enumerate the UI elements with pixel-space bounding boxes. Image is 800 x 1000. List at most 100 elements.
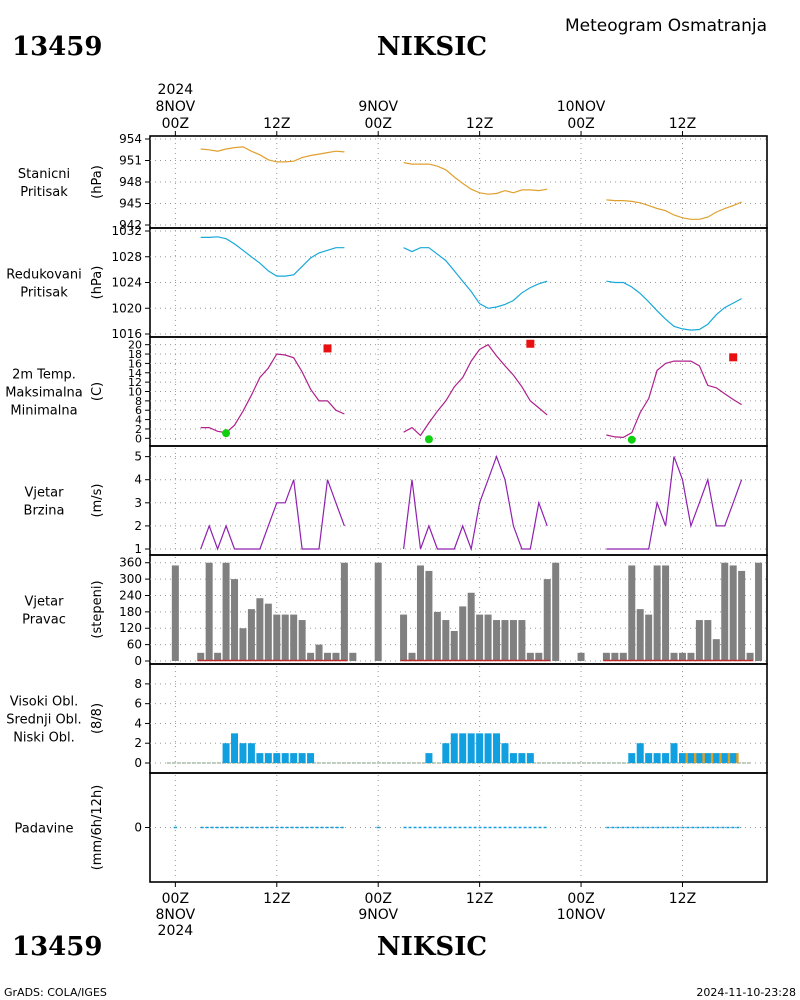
wind-direction-bar — [332, 652, 340, 661]
low-cloud-bar — [719, 753, 722, 763]
panel-station_pressure: 954 951 948 945 942 (hPa) Stanicni Pritisak — [18, 132, 768, 232]
panel-wind_direction: 0 60 120 180 240 300 360 (stepeni) Vjetar Pravac — [22, 554, 768, 668]
temperature-ytick-label: 12 — [128, 376, 142, 389]
temperature-ytick-label: 6 — [135, 404, 142, 417]
wind-direction-bar — [738, 570, 746, 661]
mid-cloud-bar — [484, 733, 492, 763]
low-cloud-bar — [693, 753, 697, 763]
wind_speed-ytick-label: 1 — [134, 542, 142, 556]
cloud_cover-legend-label: Srednji Obl. — [6, 713, 81, 728]
wind-direction-bar — [602, 652, 610, 661]
wind-direction-bar — [526, 652, 534, 661]
wind-direction-bar — [400, 614, 408, 661]
mid-cloud-bar — [256, 753, 264, 763]
wind_direction-ytick-label: 300 — [119, 572, 142, 586]
time-label-top: 12Z — [263, 116, 290, 132]
mid-cloud-bar — [231, 733, 239, 763]
wind-direction-bar — [374, 562, 382, 661]
reduced_pressure-legend-label: Pritisak — [20, 286, 68, 301]
wind-direction-bar — [712, 639, 720, 661]
time-label-bottom: 00Z — [162, 891, 189, 907]
time-label-bottom: 12Z — [466, 891, 493, 907]
station_pressure-frame — [149, 135, 768, 229]
time-label-bottom: 8NOV — [155, 907, 195, 923]
time-label-top: 00Z — [567, 116, 594, 132]
reduced_pressure-series-line — [200, 236, 742, 331]
station-name-top: NIKSIC — [377, 32, 487, 62]
wind-direction-bar — [721, 562, 729, 661]
wind-direction-bar — [729, 565, 737, 661]
temperature-ytick-label: 0 — [135, 432, 142, 445]
mid-cloud-bar — [239, 743, 247, 763]
temperature-ytick-label: 16 — [128, 357, 142, 370]
station_pressure-ytick-label: 954 — [119, 132, 142, 146]
mid-cloud-bar — [459, 733, 467, 763]
mid-cloud-bar — [281, 753, 289, 763]
reduced_pressure-ytick-label: 1032 — [111, 224, 142, 238]
low-cloud-bar — [727, 753, 731, 763]
temperature-ytick-label: 14 — [128, 367, 142, 380]
mid-cloud-bar — [687, 753, 695, 763]
wind-direction-bar — [501, 620, 509, 661]
mid-cloud-bar — [712, 753, 720, 763]
wind-direction-bar — [509, 620, 517, 661]
wind-direction-bar — [307, 652, 315, 661]
temperature-unit-label: (C) — [90, 382, 105, 401]
temperature-legend-label: 2m Temp. — [12, 368, 76, 383]
panel-reduced_pressure: 1032 1028 1024 1020 1016 (hPa) Redukovani Priti… — [6, 224, 768, 341]
wind-direction-bar — [264, 603, 272, 661]
mid-cloud-bar — [307, 753, 315, 763]
wind-direction-bar — [662, 565, 670, 661]
mid-cloud-bar — [670, 743, 678, 763]
wind-direction-bar — [695, 620, 703, 661]
footer-credit: GrADS: COLA/IGES — [4, 986, 107, 999]
cloud_cover-legend-label: Niski Obl. — [13, 731, 75, 746]
wind-direction-bar — [552, 562, 560, 661]
mid-cloud-bar — [653, 753, 661, 763]
wind_direction-ytick-label: 0 — [134, 654, 142, 668]
cloud_cover-ytick-label: 0 — [134, 756, 142, 770]
wind-direction-bar — [459, 606, 467, 661]
wind-direction-bar — [450, 630, 458, 661]
mid-cloud-bar — [518, 753, 526, 763]
wind-direction-bar — [340, 562, 348, 661]
wind-direction-bar — [670, 652, 678, 661]
wind-direction-bar — [577, 652, 585, 661]
wind-direction-bar — [247, 609, 255, 661]
wind_direction-ytick-label: 120 — [119, 621, 142, 635]
low-cloud-bar — [702, 753, 705, 763]
wind-direction-bar — [273, 614, 281, 661]
time-label-top: 2024 — [158, 82, 194, 98]
wind_direction-unit-label: (stepeni) — [90, 580, 105, 638]
wind-direction-bar — [467, 592, 475, 661]
mid-cloud-bar — [662, 753, 670, 763]
wind-direction-bar — [493, 620, 501, 661]
wind-direction-bar — [442, 620, 450, 661]
temperature-ytick-label: 20 — [128, 339, 142, 352]
wind-direction-bar — [408, 652, 416, 661]
wind-direction-bar — [535, 652, 543, 661]
wind-direction-bar — [543, 579, 551, 661]
wind-direction-bar — [645, 614, 653, 661]
temperature-legend-label: Maksimalna — [5, 386, 83, 401]
wind-direction-bar — [678, 652, 686, 661]
wind-direction-bar — [636, 609, 644, 661]
cloud_cover-ytick-label: 8 — [134, 677, 142, 691]
wind-direction-bar — [687, 652, 695, 661]
wind_direction-legend-label: Pravac — [22, 613, 66, 628]
precipitation-unit-label: (mm/6h/12h) — [90, 785, 105, 871]
mid-cloud-bar — [290, 753, 298, 763]
wind-direction-bar — [628, 565, 636, 661]
wind-direction-bar — [653, 565, 661, 661]
station_pressure-ytick-label: 948 — [119, 175, 142, 189]
time-label-bottom: 12Z — [669, 891, 696, 907]
time-label-bottom: 00Z — [365, 891, 392, 907]
mid-cloud-bar — [222, 743, 230, 763]
mid-cloud-bar — [501, 743, 509, 763]
wind_direction-ytick-label: 180 — [119, 605, 142, 619]
mid-cloud-bar — [247, 743, 255, 763]
mid-cloud-bar — [729, 753, 737, 763]
temperature-ytick-label: 2 — [135, 423, 142, 436]
